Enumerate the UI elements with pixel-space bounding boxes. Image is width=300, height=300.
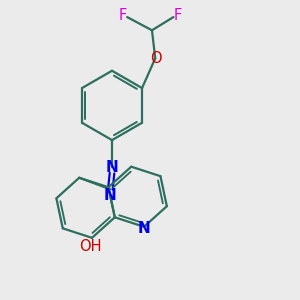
Text: N: N (138, 221, 150, 236)
Text: O: O (150, 51, 162, 66)
Text: F: F (119, 8, 128, 23)
Text: N: N (106, 160, 118, 175)
Text: N: N (104, 188, 117, 203)
Text: OH: OH (79, 238, 102, 253)
Text: F: F (173, 8, 181, 23)
